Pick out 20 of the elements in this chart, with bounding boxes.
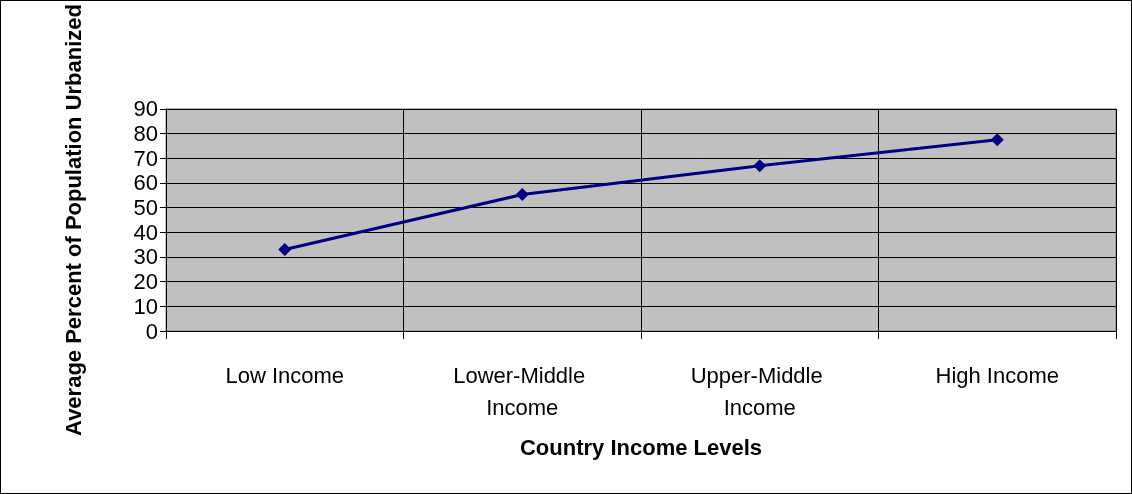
x-tick-label: High Income xyxy=(935,362,1060,388)
y-tick-label: 50 xyxy=(133,195,158,221)
y-tick-label: 0 xyxy=(145,318,158,344)
y-tick-label: 20 xyxy=(133,269,158,295)
x-tick-label: Lower-Middle Income xyxy=(453,362,592,420)
point xyxy=(278,243,292,257)
y-tick-label: 80 xyxy=(133,121,158,147)
point xyxy=(990,133,1004,147)
y-axis-title: Average Percent of Population Urbanized xyxy=(60,4,86,436)
x-tick-label: Upper-Middle Income xyxy=(690,362,829,420)
y-tick-label: 60 xyxy=(133,170,158,196)
y-tick-label: 40 xyxy=(133,219,158,245)
point xyxy=(515,188,529,202)
point xyxy=(753,159,767,173)
x-axis-title: Country Income Levels xyxy=(519,434,763,460)
y-tick-label: 10 xyxy=(133,293,158,319)
y-tick-label: 70 xyxy=(133,145,158,171)
y-tick-label: 90 xyxy=(133,96,158,122)
y-tick-label: 30 xyxy=(133,244,158,270)
x-tick-label: Low Income xyxy=(225,362,345,388)
